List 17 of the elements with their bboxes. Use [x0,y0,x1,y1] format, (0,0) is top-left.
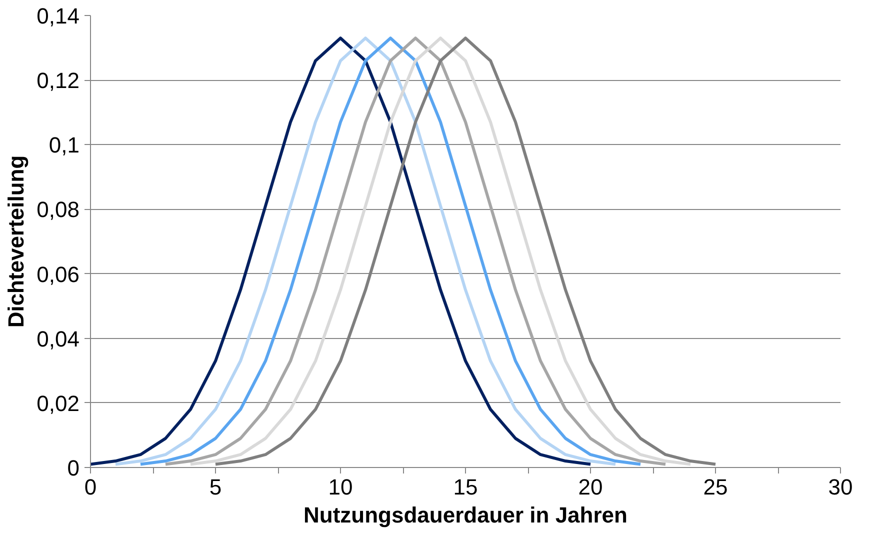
y-tick-label: 0,04 [36,326,80,352]
x-axis-title: Nutzungsdauerdauer in Jahren [304,502,628,528]
y-tick-label: 0,1 [48,132,80,158]
x-tick-label: 0 [84,474,97,500]
y-tick-label: 0,08 [36,197,80,222]
x-tick-label: 10 [328,474,353,500]
x-tick-label: 25 [703,474,728,500]
y-tick-label: 0 [67,456,80,480]
x-tick-label: 5 [209,474,222,500]
y-tick-label: 0,06 [36,262,80,287]
y-tick-label: 0,14 [36,4,80,28]
x-tick-label: 15 [453,474,478,500]
x-tick-label: 20 [578,474,603,500]
y-tick-label: 0,12 [36,68,80,94]
y-axis-title: Dichteverteilung [4,155,29,328]
x-tick-label: 30 [828,474,853,500]
y-tick-label: 0,02 [36,390,80,416]
